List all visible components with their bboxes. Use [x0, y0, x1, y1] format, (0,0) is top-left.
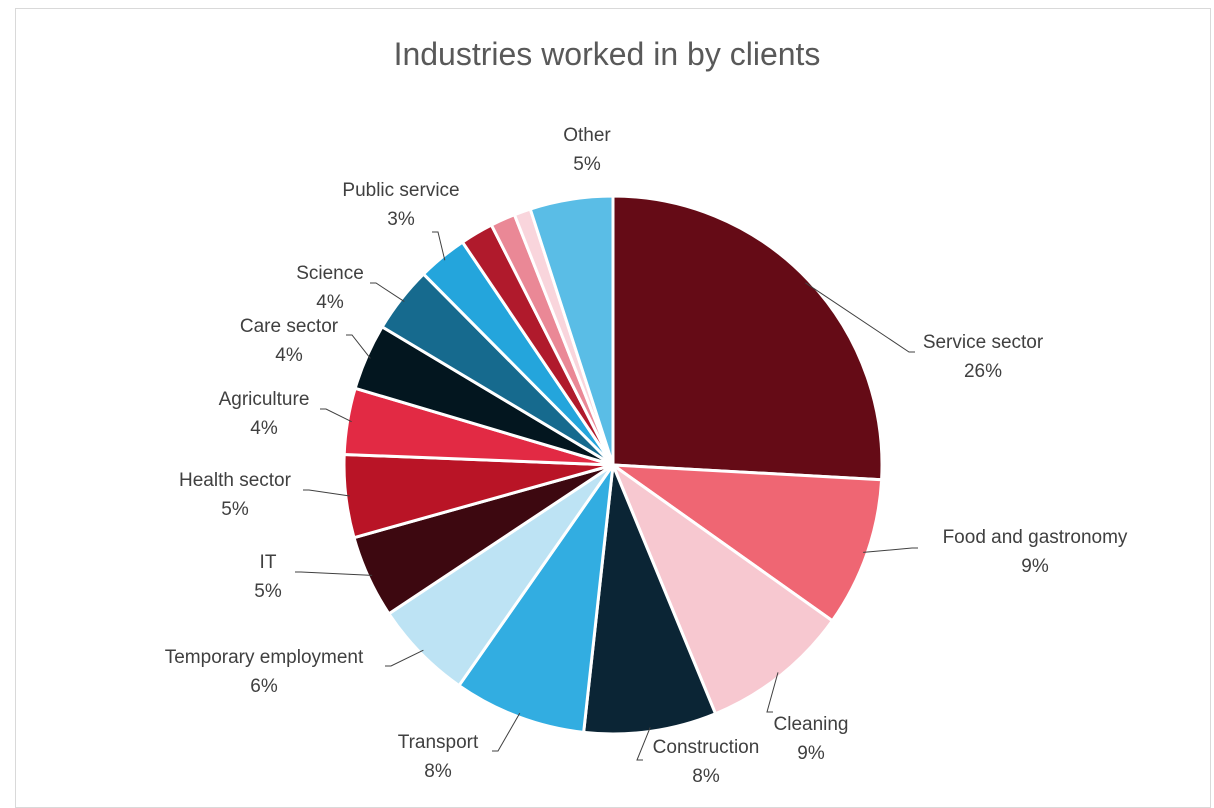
slice-label: Cleaning: [774, 714, 849, 735]
pie-slice: [611, 194, 884, 482]
leader-line: [320, 408, 352, 423]
leader-line: [370, 282, 405, 303]
leader-line: [492, 712, 521, 752]
slice-label: Service sector: [923, 332, 1044, 353]
slice-label: Food and gastronomy: [943, 527, 1128, 548]
leader-line: [303, 489, 350, 497]
slice-value-label: 9%: [1021, 556, 1049, 577]
slice-value-label: 26%: [964, 361, 1002, 382]
leader-line: [766, 672, 779, 713]
pie-slice: [582, 463, 717, 736]
slice-value-label: 5%: [221, 499, 249, 520]
leader-line: [346, 334, 371, 359]
slice-value-label: 4%: [275, 345, 303, 366]
chart-title: Industries worked in by clients: [393, 36, 821, 72]
pie-slice: [611, 463, 884, 623]
slice-value-label: 4%: [250, 418, 278, 439]
leader-line: [636, 727, 651, 761]
slice-value-label: 8%: [424, 761, 452, 782]
slice-value-label: 3%: [387, 209, 415, 230]
slice-label: Public service: [342, 180, 459, 201]
leader-line: [432, 231, 446, 261]
slice-label: Other: [563, 125, 611, 146]
pie-slice: [528, 194, 615, 467]
slice-value-label: 5%: [254, 581, 282, 602]
slice-label: IT: [260, 552, 277, 573]
slice-value-label: 8%: [692, 766, 720, 787]
slice-label: Construction: [653, 737, 760, 758]
slice-value-label: 6%: [250, 676, 278, 697]
leader-line: [295, 571, 373, 576]
leader-line: [805, 282, 915, 353]
slice-label: Transport: [398, 732, 479, 753]
leader-line: [385, 649, 424, 667]
slice-label: Care sector: [240, 316, 339, 337]
slice-label: Science: [296, 263, 364, 284]
pie-slice: [611, 463, 834, 716]
slice-label: Agriculture: [219, 389, 310, 410]
pie-slice: [457, 463, 615, 734]
slice-value-label: 4%: [316, 292, 344, 313]
slice-label: Health sector: [179, 470, 292, 491]
slice-label: Temporary employment: [165, 647, 364, 668]
slice-value-label: 9%: [797, 743, 825, 764]
leader-line: [863, 547, 918, 553]
slice-value-label: 5%: [573, 154, 601, 175]
